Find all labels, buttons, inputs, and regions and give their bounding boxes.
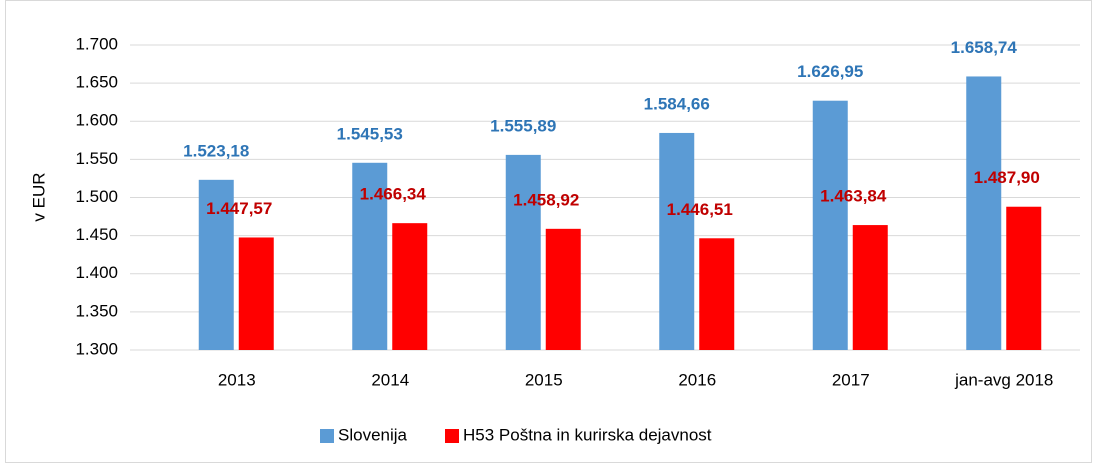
value-label: 1.447,57 [206, 199, 272, 218]
y-tick-label: 1.550 [75, 149, 118, 168]
x-tick-label: 2013 [218, 370, 256, 389]
value-label: 1.487,90 [974, 168, 1040, 187]
bar [545, 228, 581, 350]
bar [352, 162, 388, 350]
value-label: 1.545,53 [337, 124, 403, 143]
value-label: 1.458,92 [513, 190, 579, 209]
bar [505, 154, 541, 350]
x-tick-label: 2016 [678, 370, 716, 389]
x-tick-label: 2014 [371, 370, 409, 389]
y-tick-label: 1.300 [75, 339, 118, 358]
bar [659, 132, 695, 350]
legend-swatch [320, 429, 334, 443]
value-label: 1.463,84 [820, 187, 887, 206]
y-tick-label: 1.350 [75, 301, 118, 320]
value-label: 1.446,51 [667, 200, 733, 219]
value-label: 1.466,34 [360, 185, 427, 204]
x-tick-label: 2015 [525, 370, 563, 389]
value-label: 1.555,89 [490, 116, 556, 135]
legend-swatch [445, 429, 459, 443]
value-label: 1.523,18 [183, 141, 249, 160]
bar [966, 76, 1002, 350]
y-tick-label: 1.500 [75, 187, 118, 206]
bar [392, 223, 428, 350]
bar [198, 179, 234, 350]
y-axis-label: v EUR [29, 172, 48, 221]
y-tick-label: 1.400 [75, 263, 118, 282]
bar [852, 225, 888, 350]
value-label: 1.584,66 [644, 94, 710, 113]
y-tick-label: 1.700 [75, 34, 118, 53]
y-tick-label: 1.650 [75, 73, 118, 92]
legend-label: Slovenija [338, 425, 408, 444]
legend-label: H53 Poštna in kurirska dejavnost [463, 425, 712, 444]
x-tick-label: jan-avg 2018 [954, 370, 1053, 389]
bar [812, 100, 848, 350]
value-label: 1.626,95 [797, 62, 863, 81]
y-tick-label: 1.600 [75, 111, 118, 130]
bar [1006, 206, 1042, 350]
value-label: 1.658,74 [951, 38, 1018, 57]
y-tick-label: 1.450 [75, 225, 118, 244]
x-tick-label: 2017 [832, 370, 870, 389]
bar [699, 238, 735, 350]
bar [238, 237, 274, 350]
